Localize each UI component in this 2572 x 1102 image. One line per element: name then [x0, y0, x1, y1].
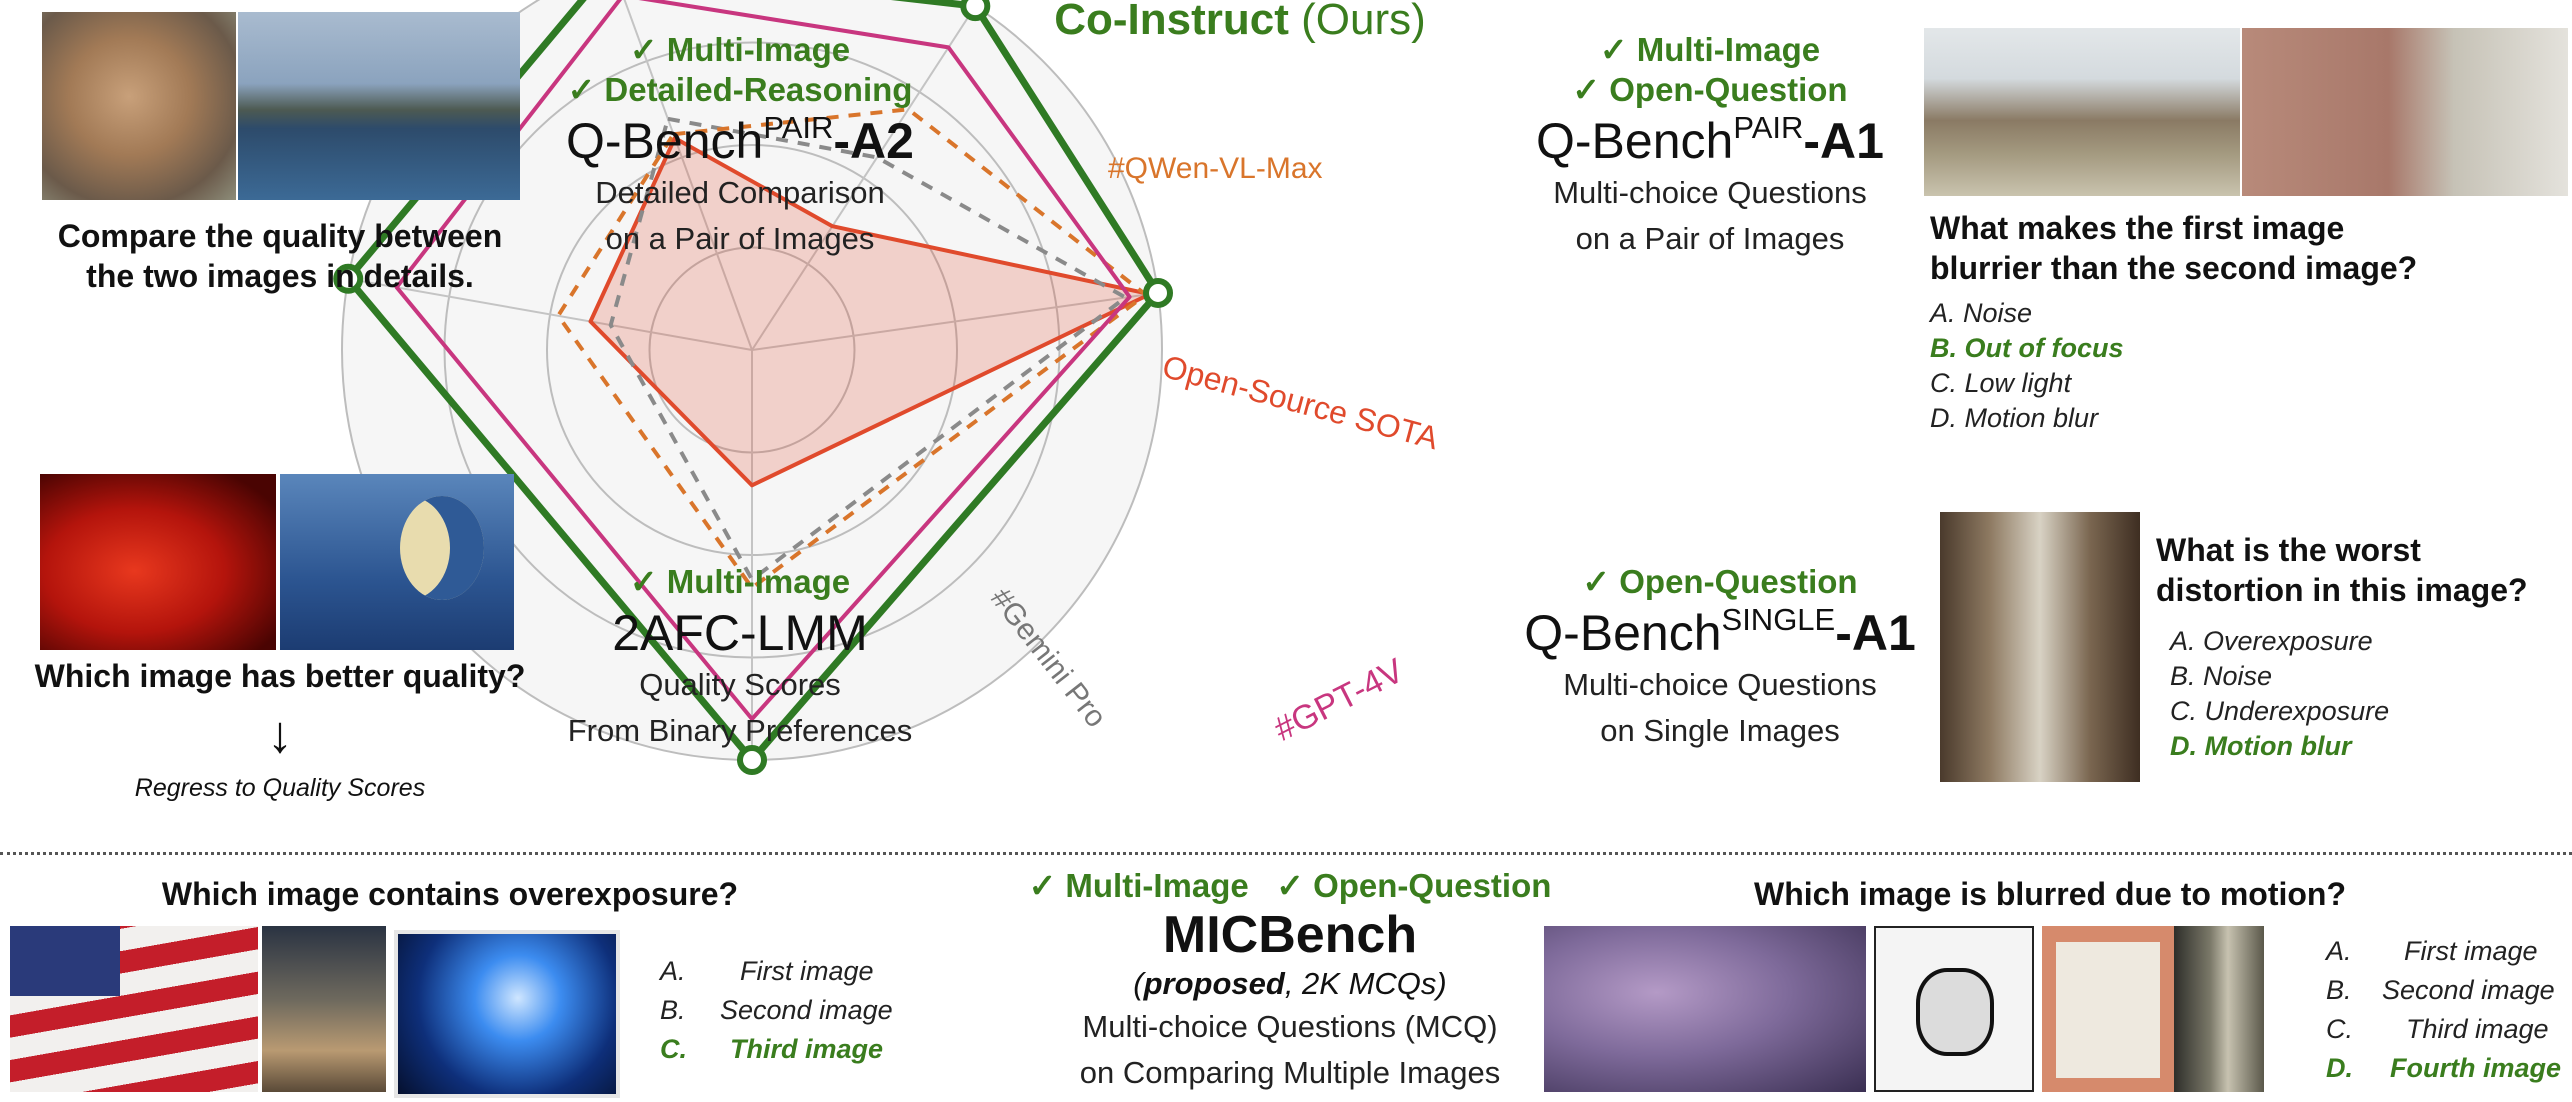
option-a: A. Overexposure	[2170, 626, 2373, 656]
coinstruct-marker-4	[737, 745, 767, 775]
gpt4v-series	[394, 0, 1132, 721]
tag-detailed-reasoning: ✓ Detailed-Reasoning	[567, 71, 913, 108]
overexposure-options: A. First image B. Second image C. Third ima…	[660, 952, 893, 1069]
option-c-correct: C. Third image	[660, 1034, 884, 1064]
motion-question: Which image is blurred due to motion?	[1753, 876, 2346, 912]
micbench-block: ✓ Multi-Image ✓ Open-Question MICBench (…	[880, 866, 1700, 1096]
pair-a1-name: Q-BenchPAIR-A1	[1536, 110, 1884, 169]
dog-image	[42, 12, 236, 200]
afc-name: 2AFC-LMM	[612, 605, 868, 661]
pair-a2-question: Compare the quality between the two imag…	[57, 218, 503, 294]
building-image	[2242, 28, 2568, 196]
pair-a1-options: A. Noise B. Out of focus C. Low light D.…	[1930, 296, 2123, 436]
coinstruct-marker-2	[960, 0, 991, 22]
tag-multi-image: ✓ Multi-Image	[629, 563, 851, 600]
motion-options: A. First image B. Second image C. Third ima…	[2326, 932, 2561, 1088]
moon-sky-image	[280, 474, 514, 650]
radar-spoke-2	[751, 5, 977, 351]
single-a1-name: Q-BenchSINGLE-A1	[1524, 602, 1916, 661]
ours-label: (Ours)	[1301, 0, 1426, 44]
tag-open-question: ✓ Open-Question	[1572, 71, 1848, 108]
option-b-correct: B. Out of focus	[1930, 333, 2124, 363]
pair-a1-block: ✓ Multi-Image ✓ Open-Question Q-BenchPAI…	[1510, 30, 1910, 262]
option-a: A. First image	[660, 956, 874, 986]
library-blur-image	[1940, 512, 2140, 782]
moon-icon	[400, 496, 484, 600]
radar-spoke-5	[348, 277, 753, 351]
radar-spoke-1	[623, 0, 753, 351]
single-a1-options: A. Overexposure B. Noise C. Underexposur…	[2170, 624, 2389, 764]
micbench-tags: ✓ Multi-Image ✓ Open-Question	[1028, 867, 1552, 904]
option-c: C. Third image	[2326, 1014, 2549, 1044]
option-b: B. Second image	[2326, 975, 2555, 1005]
micbench-subtitle: (proposed, 2K MCQs)	[1133, 966, 1447, 1001]
city-river-image	[238, 12, 520, 200]
pair-a2-block: ✓ Multi-Image ✓ Detailed-Reasoning Q-Ben…	[540, 30, 940, 262]
option-a: A. Noise	[1930, 298, 2033, 328]
coinstruct-title: Co-Instruct	[1054, 0, 1289, 44]
pair-a2-name: Q-BenchPAIR-A2	[566, 110, 914, 169]
option-a: A. First image	[2326, 936, 2538, 966]
radar-title: Co-Instruct (Ours)	[980, 0, 1500, 46]
tag-multi-image: ✓ Multi-Image	[1599, 31, 1821, 68]
option-d-correct: D. Motion blur	[2170, 731, 2352, 761]
option-c: C. Underexposure	[2170, 696, 2390, 726]
micbench-name: MICBench	[1162, 906, 1418, 964]
single-a1-block: ✓ Open-Question Q-BenchSINGLE-A1 Multi-c…	[1510, 562, 1930, 754]
opensource-series	[588, 136, 1152, 488]
flag-image	[10, 926, 258, 1092]
poster-image	[2042, 926, 2174, 1092]
afc-block: ✓ Multi-Image 2AFC-LMM Quality Scores Fr…	[540, 562, 940, 754]
coinstruct-marker-3	[1143, 277, 1174, 308]
option-d-correct: D. Fourth image	[2326, 1053, 2562, 1083]
concert-image	[394, 930, 620, 1098]
red-abstract-image	[40, 474, 276, 650]
tag-open-question: ✓ Open-Question	[1582, 563, 1858, 600]
purple-clouds-image	[1544, 926, 1866, 1092]
single-a1-question: What is the worst distortion in this ima…	[2156, 532, 2528, 608]
pair-a1-question: What makes the first image blurrier than…	[1930, 210, 2418, 286]
motion-person-image	[2174, 926, 2264, 1092]
gemini-series	[608, 116, 1128, 582]
park-bench-image	[1924, 28, 2240, 196]
coinstruct-marker-5	[333, 263, 364, 294]
astronaut-comic-image	[1874, 926, 2034, 1092]
option-d: D. Motion blur	[1930, 403, 2099, 433]
afc-note: Regress to Quality Scores	[134, 774, 426, 802]
overexposure-question: Which image contains overexposure?	[161, 876, 739, 912]
tag-multi-image: ✓ Multi-Image	[629, 31, 851, 68]
down-arrow-icon: ↓	[267, 706, 293, 764]
option-c: C. Low light	[1930, 368, 2072, 398]
section-divider	[0, 852, 2572, 855]
bridge-night-image	[262, 926, 386, 1092]
option-b: B. Second image	[660, 995, 893, 1025]
radar-spoke-3	[751, 291, 1159, 351]
afc-question: Which image has better quality?	[34, 658, 526, 694]
option-b: B. Noise	[2170, 661, 2273, 691]
coinstruct-series	[344, 0, 1162, 764]
qwen-label: #QWen-VL-Max	[1108, 152, 1323, 185]
